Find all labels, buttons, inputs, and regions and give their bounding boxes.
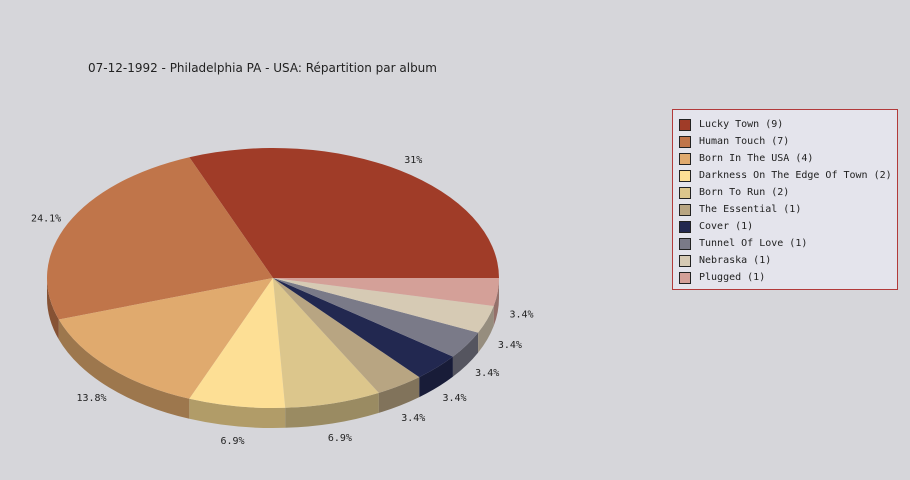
pie-labels: 31% 24.1% 13.8% 6.9% 6.9% 3.4% 3.4% 3.4% 3.4% 3.4…: [31, 155, 534, 447]
legend-item: Born In The USA (4): [679, 150, 897, 167]
legend-swatch: [679, 220, 691, 233]
pie-slice-side: [378, 377, 420, 413]
legend-label: Born In The USA (4): [699, 153, 814, 164]
legend-swatch: [679, 135, 691, 148]
slice-percent-label: 6.9%: [221, 436, 245, 447]
pie-slice: [58, 278, 273, 399]
pie-slice-side: [58, 319, 190, 419]
slice-percent-label: 3.4%: [442, 393, 466, 404]
legend-swatch: [679, 203, 691, 216]
pie-slice-side: [419, 356, 453, 398]
legend-label: Darkness On The Edge Of Town (2): [699, 170, 892, 181]
pie-depth: [47, 278, 499, 428]
pie-slice-side: [189, 398, 286, 428]
slice-percent-label: 31%: [404, 155, 422, 166]
legend-item: Nebraska (1): [679, 252, 897, 269]
pie-top: [46, 148, 500, 408]
pie-slice: [273, 278, 494, 333]
legend-item: Cover (1): [679, 218, 897, 235]
slice-percent-label: 13.8%: [76, 393, 106, 404]
pie-slice: [273, 278, 420, 393]
legend-swatch: [679, 152, 691, 165]
legend-label: Human Touch (7): [699, 136, 790, 147]
pie-slice-side: [493, 278, 499, 326]
pie-slice-side: [452, 332, 479, 377]
legend-label: Plugged (1): [699, 272, 766, 283]
slice-percent-label: 3.4%: [498, 340, 522, 351]
legend-item: Darkness On The Edge Of Town (2): [679, 167, 897, 184]
pie-slice: [273, 278, 479, 357]
pie-slice: [273, 278, 379, 408]
legend-item: Human Touch (7): [679, 133, 897, 150]
legend-item: The Essential (1): [679, 201, 897, 218]
pie-slice: [189, 148, 500, 278]
pie-slice: [189, 278, 286, 408]
legend: Lucky Town (9) Human Touch (7) Born In The…: [672, 109, 898, 290]
slice-percent-label: 3.4%: [475, 368, 499, 379]
chart-title: 07-12-1992 - Philadelphia PA - USA: Répa…: [88, 61, 437, 75]
legend-swatch: [679, 169, 691, 182]
legend-swatch: [679, 118, 691, 131]
legend-swatch: [679, 186, 691, 199]
legend-item: Born To Run (2): [679, 184, 897, 201]
legend-item: Lucky Town (9): [679, 116, 897, 133]
pie-slice-side: [47, 278, 59, 340]
pie-slice-side: [285, 392, 379, 428]
legend-label: The Essential (1): [699, 204, 802, 215]
legend-label: Lucky Town (9): [699, 119, 784, 130]
legend-item: Tunnel Of Love (1): [679, 235, 897, 252]
legend-swatch: [679, 271, 691, 284]
pie-slice: [46, 157, 273, 320]
legend-swatch: [679, 254, 691, 267]
legend-label: Born To Run (2): [699, 187, 790, 198]
pie-slice-side: [478, 305, 494, 353]
legend-item: Plugged (1): [679, 269, 897, 286]
legend-label: Nebraska (1): [699, 255, 772, 266]
slice-percent-label: 3.4%: [509, 310, 533, 321]
pie-slice: [273, 278, 453, 378]
legend-swatch: [679, 237, 691, 250]
slice-percent-label: 6.9%: [328, 433, 352, 444]
legend-label: Tunnel Of Love (1): [699, 238, 808, 249]
pie-slice: [273, 278, 499, 306]
slice-percent-label: 3.4%: [401, 413, 425, 424]
legend-label: Cover (1): [699, 221, 754, 232]
slice-percent-label: 24.1%: [31, 214, 61, 225]
